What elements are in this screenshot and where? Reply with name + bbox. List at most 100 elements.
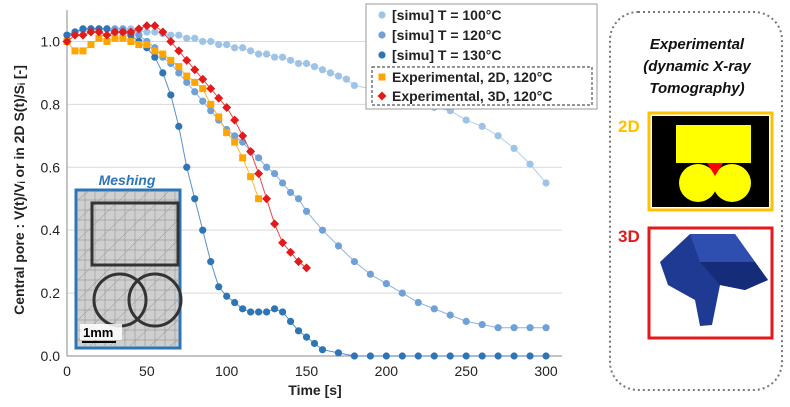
data-point: [223, 41, 231, 49]
data-point: [143, 28, 151, 36]
data-point: [310, 339, 319, 348]
data-point: [151, 53, 159, 61]
data-point: [278, 179, 287, 187]
data-point: [183, 163, 191, 171]
data-point: [191, 195, 199, 203]
data-point: [318, 346, 327, 354]
legend-label: [simu] T = 100°C: [392, 7, 501, 23]
data-point: [270, 219, 280, 229]
data-point: [143, 41, 151, 49]
data-point: [239, 305, 247, 313]
data-point: [247, 173, 255, 181]
data-point: [326, 69, 335, 77]
data-point: [382, 352, 390, 360]
data-point: [270, 53, 279, 61]
data-point: [462, 352, 470, 360]
data-point: [334, 349, 343, 357]
y-tick-label: 1.0: [41, 33, 61, 49]
data-point: [255, 50, 263, 58]
data-point: [183, 78, 191, 86]
data-point: [79, 25, 87, 33]
image-3d-top: [690, 234, 755, 262]
data-point: [199, 97, 207, 105]
data-point: [510, 352, 518, 360]
y-tick-labels: 0.0 0.2 0.4 0.6 0.8 1.0: [41, 33, 61, 364]
inset-title: Meshing: [99, 172, 156, 188]
data-point: [366, 270, 374, 278]
image-2d-pore: [707, 163, 723, 176]
x-tick-label: 100: [215, 363, 239, 379]
image-2d-circle-right: [713, 164, 751, 202]
data-point: [222, 103, 232, 113]
data-point: [118, 27, 128, 37]
data-point: [278, 238, 288, 248]
side-title-line-3: Tomography): [649, 80, 744, 97]
side-panel-frame: [609, 11, 783, 391]
mesh-pore-outline: [90, 201, 180, 267]
data-point: [278, 308, 287, 316]
data-point: [207, 258, 215, 266]
data-point: [175, 69, 183, 77]
data-point: [63, 31, 71, 39]
side-title-line-1: Experimental: [650, 36, 745, 53]
y-tick-label: 0.6: [41, 159, 61, 175]
label-2d: 2D: [618, 117, 640, 136]
data-point: [366, 352, 374, 360]
data-point: [334, 72, 343, 80]
scale-label-bg: [80, 324, 122, 340]
data-point: [151, 28, 159, 36]
data-point: [182, 55, 192, 65]
data-point: [255, 154, 263, 162]
data-point: [167, 56, 175, 64]
data-point: [526, 324, 534, 332]
legend-marker: [378, 31, 386, 39]
data-point: [135, 41, 143, 49]
data-point: [231, 44, 239, 52]
data-point: [103, 25, 111, 33]
data-point: [199, 85, 207, 93]
data-point: [223, 129, 231, 137]
data-point: [191, 34, 199, 42]
data-point: [247, 47, 255, 55]
data-point: [142, 21, 152, 31]
data-point: [494, 352, 502, 360]
y-tick-label: 0.2: [41, 285, 61, 301]
data-point: [215, 113, 223, 121]
y-tick-label: 0.4: [41, 222, 61, 238]
y-tick-label: 0.8: [41, 96, 61, 112]
x-tick-label: 200: [375, 363, 399, 379]
x-tick-labels: 0 50 100 150 200 250 300: [63, 363, 558, 379]
legend-marker: [377, 91, 387, 101]
data-point: [231, 298, 239, 307]
image-2d-circle-left: [679, 164, 717, 202]
data-point: [78, 30, 88, 40]
data-point: [478, 352, 486, 360]
data-point: [238, 131, 248, 141]
data-point: [302, 59, 311, 68]
side-title-line-2: (dynamic X-ray: [643, 58, 751, 75]
legend-marker: [378, 11, 386, 19]
y-axis-title: Central pore : V(t)/Vᵢ or in 2D S(t)/Sᵢ …: [11, 65, 27, 315]
y-tick-label: 0.0: [41, 348, 61, 364]
data-point: [255, 195, 263, 203]
data-point: [126, 27, 136, 37]
legend: [simu] T = 100°C [simu] T = 120°C [simu] T…: [365, 3, 598, 110]
data-point: [86, 27, 96, 37]
data-point: [286, 317, 295, 325]
data-point: [95, 34, 103, 42]
data-point: [318, 226, 327, 234]
data-point: [510, 324, 518, 332]
x-tick-label: 50: [139, 363, 155, 379]
image-3d-side: [700, 262, 768, 290]
series-line: [66, 37, 260, 199]
frame-2d: [647, 111, 774, 212]
legend-experimental-group: [371, 66, 593, 106]
data-point: [206, 84, 216, 94]
data-point: [542, 179, 550, 187]
data-point: [342, 75, 351, 83]
data-point: [286, 188, 295, 197]
data-point: [430, 305, 438, 313]
data-point: [207, 37, 215, 46]
